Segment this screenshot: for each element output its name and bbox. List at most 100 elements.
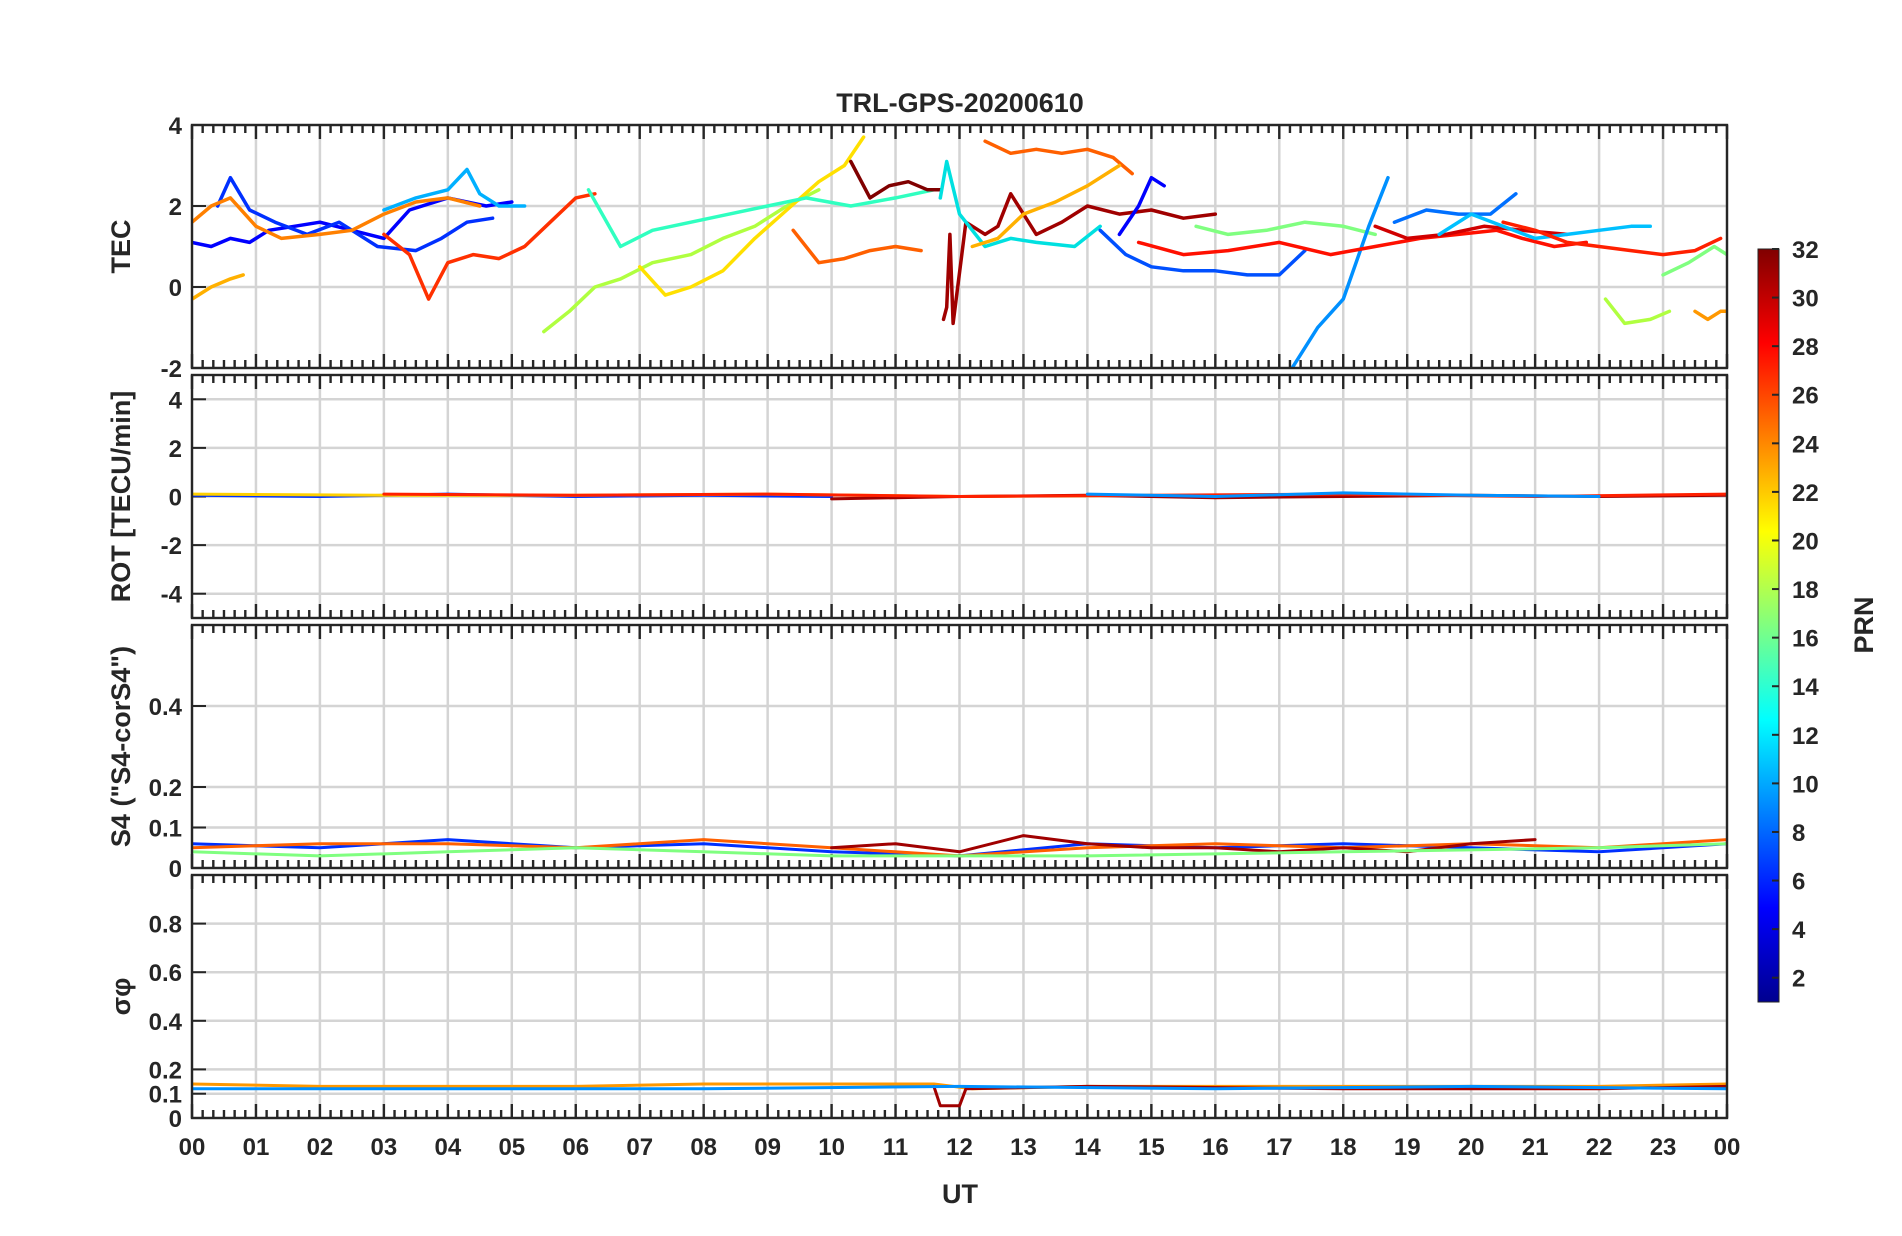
series-line (382, 192, 597, 301)
series-line (791, 228, 923, 265)
x-tick-label: 04 (434, 1134, 461, 1161)
x-tick-label: 15 (1138, 1134, 1165, 1161)
series-line (1603, 297, 1672, 326)
series-group (192, 135, 1727, 368)
colorbar-tick-label: 8 (1792, 820, 1805, 847)
panel-frame (190, 123, 1729, 370)
x-tick-label: 06 (562, 1134, 589, 1161)
colorbar-tick-label: 28 (1792, 334, 1819, 361)
colorbar-tick-label: 14 (1792, 674, 1819, 701)
y-tick-label: 4 (169, 387, 183, 414)
colorbar-tick-label: 26 (1792, 383, 1819, 410)
x-tick-label: 05 (498, 1134, 525, 1161)
x-tick-label: 00 (1714, 1134, 1741, 1161)
x-tick-label: 16 (1202, 1134, 1229, 1161)
x-tick-label: 22 (1586, 1134, 1613, 1161)
y-tick-label: 0 (169, 485, 182, 512)
y-tick-label: 0.4 (149, 694, 183, 721)
colorbar-gradient (1757, 248, 1780, 1003)
y-tick-label: 0 (169, 1106, 182, 1133)
colorbar-tick-label: 20 (1792, 528, 1819, 555)
y-tick-label: 0.2 (149, 775, 182, 802)
series-line (1392, 192, 1518, 224)
series-line (938, 159, 1102, 249)
series-line (849, 159, 943, 200)
x-tick-label: 00 (179, 1134, 206, 1161)
series-group (192, 491, 1727, 501)
series-group (192, 834, 1727, 858)
series-line (1194, 220, 1377, 237)
colorbar-tick-label: 2 (1792, 966, 1805, 993)
series-line (637, 135, 866, 297)
series-line (215, 175, 495, 253)
series-line (1117, 175, 1166, 237)
colorbar-tick-label: 24 (1792, 431, 1819, 458)
x-tick-label: 19 (1394, 1134, 1421, 1161)
y-tick-label: 0 (169, 275, 182, 302)
y-tick-label: 0.4 (149, 1009, 183, 1036)
x-tick-label: 14 (1074, 1134, 1101, 1161)
series-line (192, 842, 1727, 858)
y-tick-label: 0.6 (149, 960, 182, 987)
series-line (1501, 220, 1723, 257)
x-axis: 00 01 02 03 04 05 06 07 08 09 10 11 12 13 14 15 16 17 18 19… (179, 1134, 1741, 1161)
series-line (1136, 228, 1589, 257)
x-tick-label: 10 (818, 1134, 845, 1161)
series-line (1661, 244, 1727, 277)
x-axis-label: UT (942, 1179, 978, 1209)
colorbar-tick-label: 32 (1792, 237, 1819, 264)
panel-3: 00.10.2 0.4 0.6 0.8 σφ (106, 873, 1729, 1133)
x-tick-label: 12 (946, 1134, 973, 1161)
y-axis-label: TEC (106, 220, 136, 274)
panel-1: -4 -2 0 2 4 ROT [TECU/min] (106, 373, 1729, 620)
chart-title: TRL-GPS-20200610 (836, 88, 1084, 118)
y-tick-label: 0 (169, 856, 182, 883)
series-line (1290, 175, 1390, 368)
series-line (586, 188, 936, 249)
series-line (970, 163, 1122, 249)
y-axis-label: S4 ("S4-corS4") (106, 646, 136, 847)
x-tick-label: 11 (883, 1134, 908, 1161)
y-tick-label: 2 (169, 194, 182, 221)
x-tick-label: 01 (243, 1134, 270, 1161)
colorbar-tick-label: 18 (1792, 577, 1819, 604)
colorbar-tick-label: 30 (1792, 286, 1819, 313)
series-line (192, 196, 482, 241)
series-line (192, 273, 245, 301)
y-axis-label: ROT [TECU/min] (106, 391, 136, 602)
x-tick-label: 07 (626, 1134, 653, 1161)
panel-frame (190, 373, 1729, 620)
y-tick-label: 4 (169, 113, 183, 140)
x-tick-label: 18 (1330, 1134, 1357, 1161)
colorbar-tick-label: 12 (1792, 723, 1819, 750)
colorbar-tick-label: 6 (1792, 869, 1805, 896)
x-tick-label: 08 (690, 1134, 717, 1161)
x-tick-label: 20 (1458, 1134, 1485, 1161)
x-tick-label: 17 (1266, 1134, 1293, 1161)
y-tick-label: -2 (161, 356, 182, 383)
x-tick-label: 09 (754, 1134, 781, 1161)
panel-frame (190, 873, 1729, 1120)
panel-0: -2 0 2 4 TEC (106, 113, 1729, 383)
series-line (1098, 228, 1307, 277)
series-line (941, 192, 1218, 326)
colorbar-tick-label: 16 (1792, 626, 1819, 653)
y-tick-label: 0.1 (149, 1082, 182, 1109)
series-line (1373, 224, 1569, 241)
series-line (542, 188, 821, 334)
y-tick-label: 0.8 (149, 912, 182, 939)
x-tick-label: 21 (1522, 1134, 1549, 1161)
panel-frame (190, 623, 1729, 870)
x-tick-label: 03 (371, 1134, 398, 1161)
y-tick-label: -2 (161, 533, 182, 560)
series-line (1085, 491, 1601, 498)
series-line (1693, 309, 1727, 322)
colorbar-tick-label: 22 (1792, 480, 1819, 507)
x-tick-label: 13 (1010, 1134, 1037, 1161)
y-tick-label: 0.2 (149, 1057, 182, 1084)
series-line (983, 139, 1134, 176)
